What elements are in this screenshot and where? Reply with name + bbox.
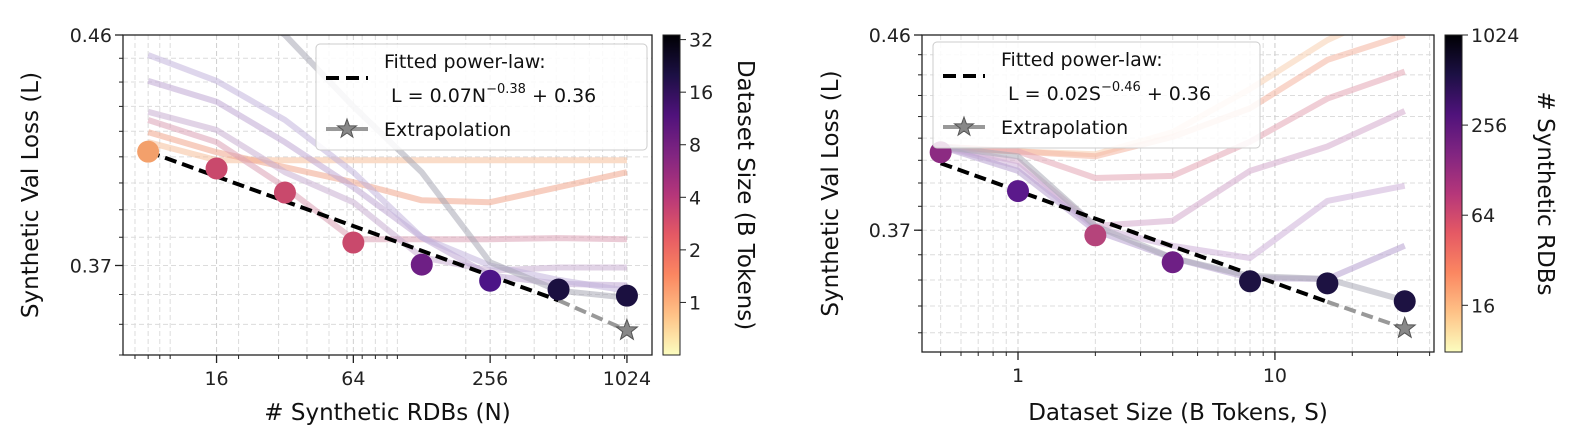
frontier-point — [547, 278, 570, 301]
frontier-point — [273, 181, 296, 204]
colorbar-label: # Synthetic RDBs — [1532, 92, 1558, 296]
frontier-point — [1316, 272, 1339, 295]
formula-tail: + 0.36 — [1141, 83, 1211, 105]
colorbar-tick-label: 1024 — [1471, 25, 1519, 47]
extrapolation-line — [1326, 299, 1406, 331]
legend-box — [315, 43, 648, 151]
formula-main: L = 0.02S — [1008, 83, 1101, 105]
background-series-line — [940, 108, 1406, 229]
panel-right: 1 10 0.37 0.46 Dataset Size (B Tokens, S) Syn… — [818, 25, 1558, 426]
extrapolation-star-marker — [1392, 315, 1417, 339]
frontier-point — [479, 269, 502, 292]
legend-star-icon — [953, 115, 975, 137]
frontier-point — [410, 253, 433, 276]
colorbar-tick-label: 64 — [1471, 205, 1495, 227]
frontier-point — [342, 231, 365, 254]
panel-left: 16 64 256 1024 0.37 0.46 # Synthetic RDBs (N) S… — [18, 25, 758, 426]
extrapolation-star-marker — [615, 317, 639, 341]
colorbar-tick-label: 256 — [1471, 115, 1507, 137]
formula-tail: + 0.36 — [526, 85, 596, 107]
colorbar-tick-label: 1 — [689, 292, 701, 314]
colorbar — [1444, 34, 1463, 353]
y-tick-label: 0.46 — [70, 25, 112, 47]
legend-extrapolation-label: Extrapolation — [1001, 117, 1128, 139]
colorbar-tick-label: 16 — [1471, 295, 1495, 317]
frontier-point — [137, 140, 160, 163]
frontier-point — [1084, 224, 1107, 247]
legend-fit-label: Fitted power-law: — [1001, 49, 1163, 71]
plot-area — [929, 35, 1417, 339]
legend-extrapolation-label: Extrapolation — [384, 119, 511, 141]
x-tick-label: 1 — [1012, 365, 1024, 387]
colorbar-tick-label: 2 — [689, 240, 701, 262]
background-series-line — [147, 139, 627, 164]
legend-box — [932, 41, 1261, 149]
colorbar-tick-label: 8 — [689, 135, 701, 157]
background-series-line — [147, 52, 628, 294]
frontier-point — [1239, 270, 1262, 293]
colorbar — [662, 34, 681, 356]
y-tick-label: 0.37 — [869, 220, 911, 242]
frontier-point — [615, 284, 638, 307]
frontier-point — [205, 157, 228, 180]
colorbar-tick-label: 4 — [689, 187, 701, 209]
x-tick-label: 256 — [472, 368, 508, 390]
background-series-line — [147, 78, 627, 289]
y-axis-label: Synthetic Val Loss (L) — [818, 70, 844, 316]
colorbar-tick-label: 16 — [689, 82, 713, 104]
y-axis-label: Synthetic Val Loss (L) — [18, 72, 44, 318]
colorbar-tick-label: 32 — [689, 30, 713, 52]
colorbar-label: Dataset Size (B Tokens) — [732, 60, 758, 330]
background-series-line — [147, 129, 628, 206]
legend-star-icon — [336, 117, 358, 139]
x-tick-label: 10 — [1263, 365, 1287, 387]
legend-fit-label: Fitted power-law: — [384, 51, 546, 73]
axes-frame — [921, 34, 1435, 353]
x-axis-label: # Synthetic RDBs (N) — [264, 400, 510, 426]
x-tick-label: 16 — [204, 368, 228, 390]
y-tick-label: 0.37 — [70, 255, 112, 277]
x-axis-label: Dataset Size (B Tokens, S) — [1028, 400, 1328, 426]
legend-fit-formula: L = 0.07N−0.38 + 0.36 — [391, 82, 596, 107]
frontier-point — [1007, 180, 1030, 203]
x-tick-label: 64 — [341, 368, 365, 390]
formula-exponent: −0.38 — [486, 82, 526, 97]
x-tick-label: 1024 — [603, 368, 651, 390]
legend-fit-formula: L = 0.02S−0.46 + 0.36 — [1008, 80, 1211, 105]
y-tick-label: 0.46 — [869, 25, 911, 47]
frontier-point — [1161, 251, 1184, 274]
formula-main: L = 0.07N — [391, 85, 486, 107]
background-series-line — [940, 68, 1406, 181]
fitted-power-law-line — [939, 161, 1329, 304]
legend: Fitted power-law: L = 0.02S−0.46 + 0.36 Ex… — [932, 41, 1261, 149]
formula-exponent: −0.46 — [1101, 80, 1141, 95]
axes-frame — [122, 34, 653, 356]
legend: Fitted power-law: L = 0.07N−0.38 + 0.36 Ex… — [315, 43, 648, 151]
background-series-line — [147, 108, 627, 274]
extrapolation-line — [557, 298, 628, 333]
plot-area — [137, 35, 639, 341]
background-series-line — [939, 143, 1406, 261]
frontier-point — [1393, 290, 1416, 313]
